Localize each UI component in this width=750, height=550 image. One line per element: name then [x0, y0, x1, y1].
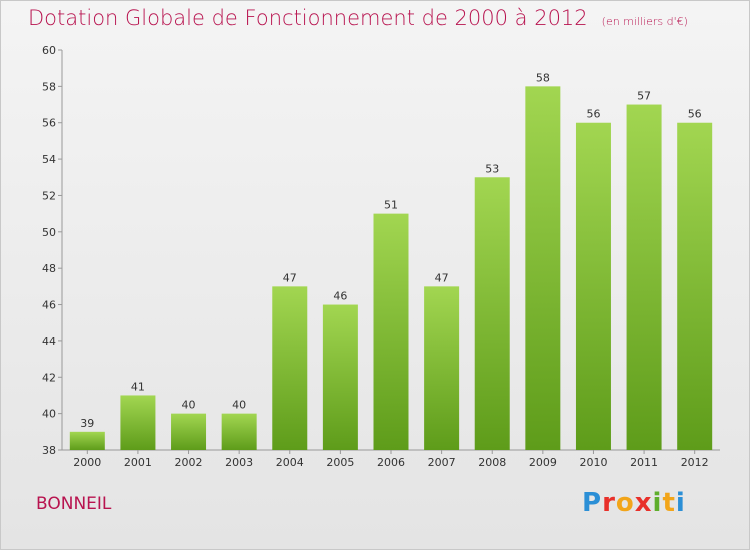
y-tick-label: 52: [42, 189, 56, 202]
title-text: Dotation Globale de Fonctionnement de 20…: [28, 6, 588, 30]
bar-2010: [575, 122, 611, 451]
x-tick-label-2000: 2000: [73, 456, 101, 469]
x-tick-label-2006: 2006: [377, 456, 405, 469]
value-label-2005: 46: [333, 290, 347, 303]
y-tick-label: 56: [42, 117, 56, 130]
unit-label: (en milliers d'€): [601, 15, 688, 28]
value-label-2000: 39: [80, 417, 94, 430]
x-tick-label-2002: 2002: [175, 456, 203, 469]
proxiti-logo[interactable]: Proxiti: [582, 488, 686, 518]
value-label-2004: 47: [283, 271, 297, 284]
y-tick-label: 60: [42, 44, 56, 57]
bars: [69, 86, 713, 451]
value-label-2007: 47: [435, 271, 449, 284]
y-tick-label: 44: [42, 335, 56, 348]
bar-2009: [525, 86, 561, 450]
value-label-2009: 58: [536, 71, 550, 84]
x-tick-label-2005: 2005: [326, 456, 354, 469]
x-tick-label-2012: 2012: [681, 456, 709, 469]
bar-2008: [474, 177, 510, 451]
bar-2006: [373, 213, 409, 450]
chart-title: Dotation Globale de Fonctionnement de 20…: [28, 6, 688, 30]
y-tick-label: 38: [42, 444, 56, 457]
x-tick-label-2011: 2011: [630, 456, 658, 469]
bar-2007: [424, 286, 460, 450]
value-label-2001: 41: [131, 380, 145, 393]
x-tick-label-2004: 2004: [276, 456, 304, 469]
bar-2001: [120, 395, 156, 450]
value-labels: 39 41 40 40 47 46 51 47 53 58 56 57 56: [80, 71, 701, 429]
bar-2002: [171, 413, 207, 450]
bar-2004: [272, 286, 308, 450]
x-tick-label-2007: 2007: [428, 456, 456, 469]
value-label-2006: 51: [384, 199, 398, 212]
value-label-2012: 56: [688, 108, 702, 121]
y-tick-label: 54: [42, 153, 56, 166]
y-tick-label: 46: [42, 299, 56, 312]
y-tick-label: 58: [42, 80, 56, 93]
x-tick-label-2009: 2009: [529, 456, 557, 469]
bar-2005: [322, 304, 358, 450]
value-label-2003: 40: [232, 399, 246, 412]
value-label-2011: 57: [637, 90, 651, 103]
y-axis: 38 40 42 44 46 48 50 52 54 56 58 60: [42, 44, 63, 457]
x-tick-label-2008: 2008: [478, 456, 506, 469]
y-tick-label: 40: [42, 408, 56, 421]
bar-2003: [221, 413, 257, 450]
value-label-2002: 40: [182, 399, 196, 412]
value-label-2008: 53: [485, 162, 499, 175]
y-tick-label: 42: [42, 371, 56, 384]
x-tick-label-2010: 2010: [579, 456, 607, 469]
value-label-2010: 56: [586, 108, 600, 121]
bar-2012: [677, 122, 713, 451]
y-tick-label: 48: [42, 262, 56, 275]
bar-2011: [626, 104, 662, 450]
x-tick-label-2003: 2003: [225, 456, 253, 469]
place-name: BONNEIL: [36, 494, 112, 514]
bar-2000: [69, 431, 105, 450]
y-tick-label: 50: [42, 226, 56, 239]
x-axis: 2000 2001 2002 2003 2004 2005 2006 2007 2008 2009…: [62, 449, 720, 469]
x-tick-label-2001: 2001: [124, 456, 152, 469]
